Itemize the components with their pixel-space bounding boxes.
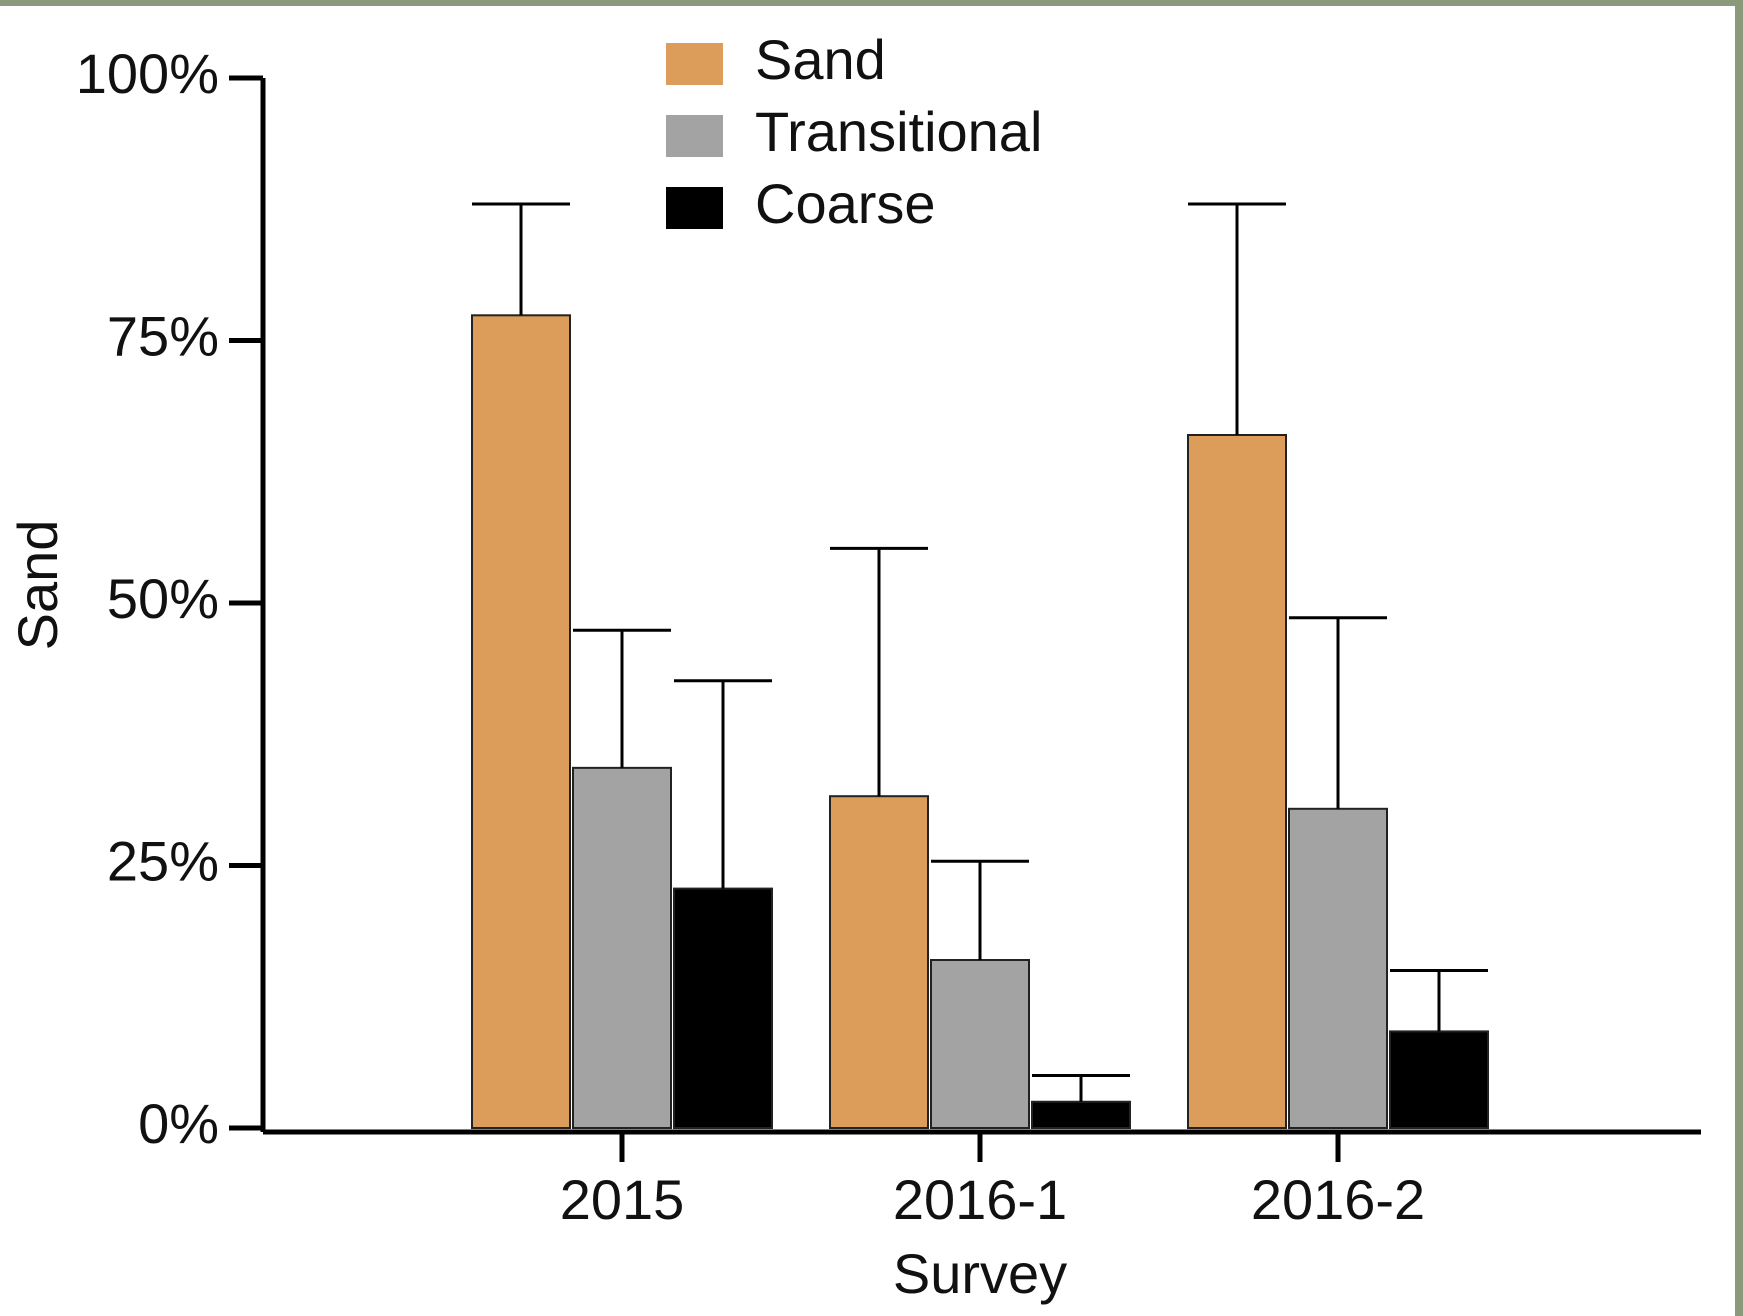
x-tick-label: 2015 (560, 1168, 685, 1231)
bar (572, 766, 672, 1129)
bar (930, 959, 1030, 1129)
error-bar (1032, 1074, 1130, 1102)
error-bar (1390, 969, 1488, 1032)
x-tick-label: 2016-2 (1251, 1168, 1425, 1231)
y-tick-label: 100% (76, 42, 219, 105)
y-tick-label: 50% (107, 567, 219, 630)
error-bar (1188, 202, 1286, 435)
legend-swatch (666, 115, 723, 157)
legend-swatch (666, 43, 723, 85)
legend-swatch (666, 187, 723, 229)
y-tick-label: 75% (107, 304, 219, 367)
error-bar (931, 859, 1029, 960)
legend-label: Coarse (755, 172, 936, 235)
bar (673, 887, 773, 1129)
error-bar (1289, 616, 1387, 809)
bar (829, 795, 929, 1129)
y-axis-title: Sand (6, 520, 69, 651)
right-border (1735, 0, 1743, 1316)
error-bar (472, 202, 570, 316)
x-axis-title: Survey (893, 1242, 1067, 1305)
bar (1389, 1030, 1489, 1130)
bar (471, 314, 571, 1129)
error-bar (830, 546, 928, 797)
legend-label: Transitional (755, 100, 1042, 163)
bar (1288, 807, 1388, 1129)
error-bar (573, 628, 671, 768)
y-tick-label: 25% (107, 829, 219, 892)
top-border (0, 0, 1743, 6)
x-tick-label: 2016-1 (893, 1168, 1067, 1231)
legend-label: Sand (755, 28, 886, 91)
bar (1031, 1100, 1131, 1129)
y-tick-label: 0% (138, 1092, 219, 1155)
error-bar (674, 679, 772, 889)
bar (1187, 434, 1287, 1129)
